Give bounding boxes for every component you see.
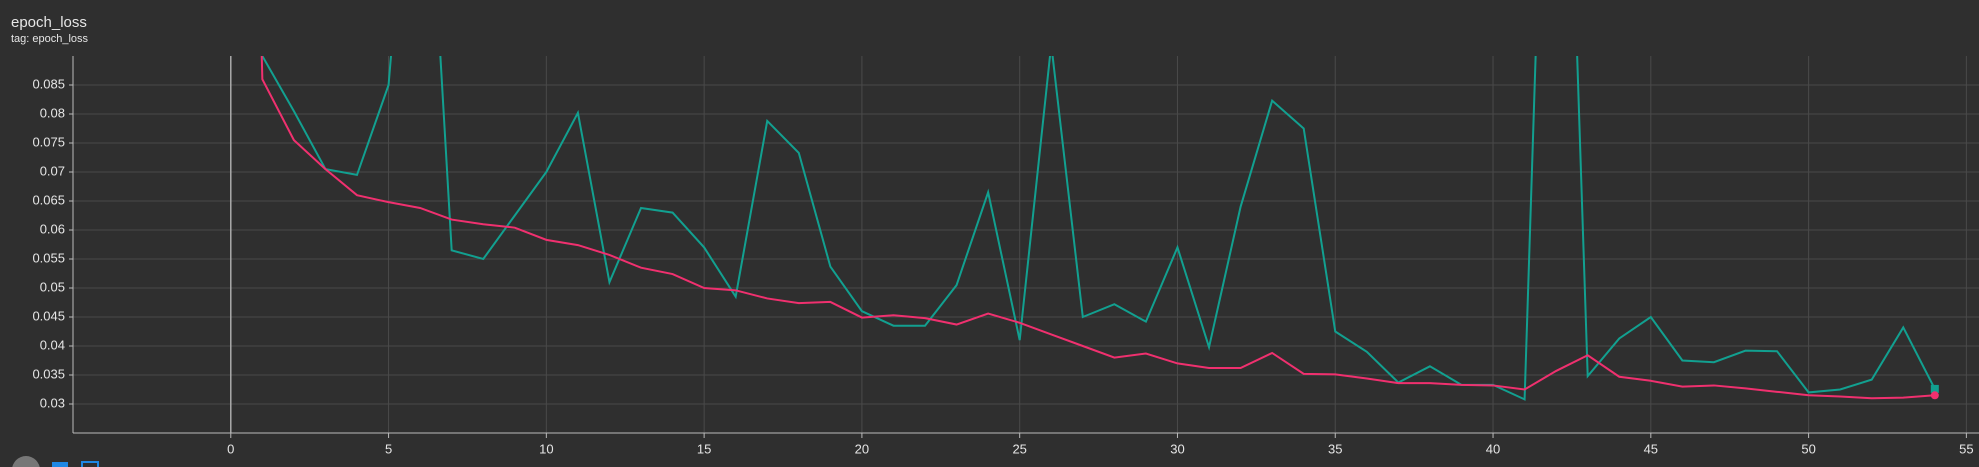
y-tick-label: 0.045: [32, 308, 65, 323]
x-tick-label: 0: [227, 441, 234, 456]
y-tick-label: 0.07: [40, 163, 65, 178]
chart-subtitle: tag: epoch_loss: [11, 33, 89, 45]
x-tick-label: 20: [855, 441, 869, 456]
y-tick-label: 0.085: [32, 76, 65, 91]
y-tick-label: 0.08: [40, 105, 65, 120]
y-tick-label: 0.075: [32, 134, 65, 149]
series-line: [261, 56, 1936, 401]
x-tick-label: 30: [1170, 441, 1184, 456]
end-marker: [1930, 384, 1939, 393]
icon[interactable]: [12, 456, 40, 467]
y-tick-label: 0.065: [32, 192, 65, 207]
x-tick-label: 35: [1328, 441, 1342, 456]
x-tick-label: 15: [697, 441, 711, 456]
x-tick-label: 25: [1012, 441, 1026, 456]
icon[interactable]: [81, 461, 99, 467]
icon[interactable]: [52, 462, 68, 467]
y-tick-label: 0.035: [32, 366, 65, 381]
y-tick-label: 0.05: [40, 279, 65, 294]
y-tick-label: 0.03: [40, 395, 65, 410]
chart-title: epoch_loss: [11, 14, 87, 31]
x-tick-label: 10: [539, 441, 553, 456]
x-tick-label: 55: [1959, 441, 1973, 456]
series-line: [260, 56, 1935, 400]
x-tick-label: 5: [385, 441, 392, 456]
y-tick-label: 0.06: [40, 221, 65, 236]
x-tick-label: 40: [1486, 441, 1500, 456]
x-tick-label: 50: [1801, 441, 1815, 456]
y-tick-label: 0.04: [40, 337, 65, 352]
x-tick-label: 45: [1644, 441, 1658, 456]
y-tick-label: 0.055: [32, 250, 65, 265]
end-marker: [1930, 391, 1939, 400]
